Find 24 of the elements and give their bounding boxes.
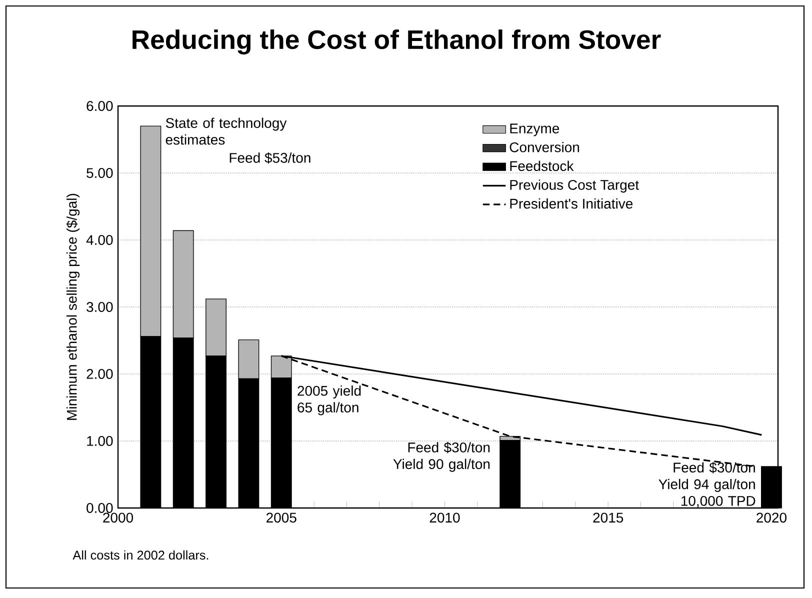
y-tick-label: 0.00 <box>86 503 113 513</box>
x-tick-label: 2010 <box>430 512 460 523</box>
annotation: Feed $53/ton <box>230 152 310 164</box>
y-axis-title: Minimum ethanol selling price ($/gal) <box>66 194 80 420</box>
y-tick-label: 1.00 <box>87 436 113 446</box>
legend-label: Feedstock <box>510 160 574 172</box>
annotation: Feed $30/ton Yield 90 gal/ton <box>393 442 490 472</box>
legend-label: Enzyme <box>510 124 560 136</box>
annotation: State of technology estimates <box>166 118 287 145</box>
legend-label: Previous Cost Target <box>510 180 639 193</box>
x-tick-label: 2000 <box>103 512 134 523</box>
y-tick-label: 5.00 <box>86 168 113 178</box>
y-tick-label: 3.00 <box>86 302 113 312</box>
x-tick-label: 2005 <box>266 512 296 523</box>
text: All costs in 2002 dollars. <box>72 550 208 560</box>
y-tick-label: 4.00 <box>86 235 113 245</box>
chart-title: Reducing the Cost of Ethanol from Stover <box>132 30 661 54</box>
legend-label: Conversion <box>510 142 580 152</box>
annotation: 2005 yield 65 gal/ton <box>298 386 361 416</box>
y-tick-label: 2.00 <box>86 369 113 379</box>
legend-label: President's Initiative <box>510 198 633 209</box>
x-tick-label: 2020 <box>756 512 786 523</box>
y-tick-label: 6.00 <box>86 101 113 111</box>
x-tick-label: 2015 <box>593 512 624 523</box>
